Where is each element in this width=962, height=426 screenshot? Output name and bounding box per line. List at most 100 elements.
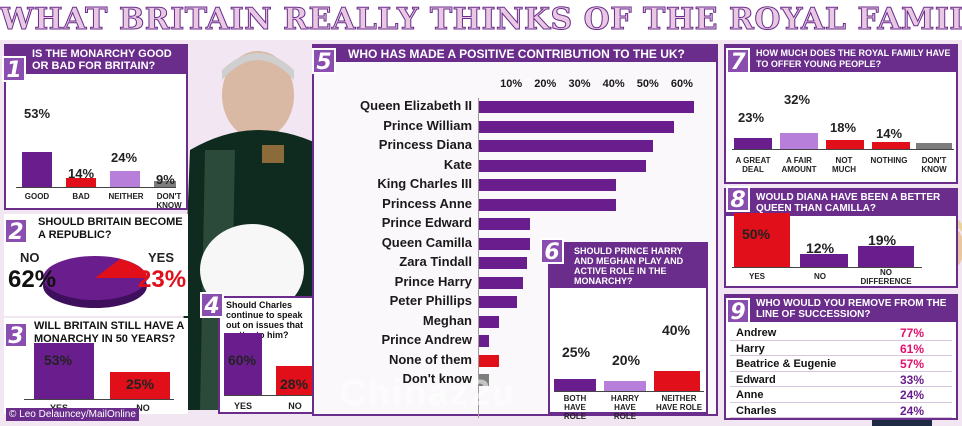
chart-3-plot (24, 342, 174, 400)
question-1-number: 1 (2, 56, 26, 83)
succession-pct: 77% (900, 326, 925, 340)
label-good-pct: 53% (24, 106, 51, 121)
bar-label-0: Queen Elizabeth II (360, 98, 472, 113)
succession-name: Charles (736, 404, 777, 417)
bar-label-14: Don't know (402, 371, 472, 386)
x-tick-2: 20% (534, 78, 557, 90)
chart-6-plot (554, 308, 704, 392)
question-2-title: SHOULD BRITAIN BECOME A REPUBLIC? (38, 216, 183, 241)
question-9-title: WHO WOULD YOU REMOVE FROM THE LINE OF SU… (726, 296, 956, 322)
watermark: Chinaz2u (340, 372, 517, 413)
bar-fair-amount (780, 133, 818, 149)
bar-label-4: King Charles III (377, 176, 472, 191)
question-4-number: 4 (200, 292, 224, 319)
label-no-pct: 62% (8, 266, 57, 293)
x-tick-5: 50% (636, 78, 659, 90)
chart-5-names: Queen Elizabeth II Prince William Princess… (312, 98, 472, 418)
panel-line-of-succession: WHO WOULD YOU REMOVE FROM THE LINE OF SU… (724, 294, 958, 420)
bar-bad (66, 177, 96, 187)
label-great-deal: A GREAT DEAL (735, 156, 771, 174)
succession-name: Edward (736, 373, 776, 386)
label-bad: BAD (72, 192, 90, 201)
contribution-bar-5 (479, 198, 616, 211)
label-neither6: NEITHER HAVE ROLE (655, 394, 703, 412)
contribution-bar-10 (479, 296, 517, 308)
label-yes-pct: 23% (138, 266, 187, 293)
bar-label-6: Prince Edward (381, 215, 472, 230)
main-title: WHAT BRITAIN REALLY THINKS OF THE ROYAL … (0, 0, 962, 40)
succession-name: Andrew (736, 327, 777, 339)
succession-row: Beatrice & Eugenie 57% (730, 357, 952, 372)
succession-pct: 57% (900, 357, 925, 371)
bar-great-deal (734, 137, 772, 149)
succession-name: Anne (736, 389, 764, 401)
bar-label-10: Peter Phillips (389, 293, 472, 308)
label-both: BOTH HAVE ROLE (563, 394, 587, 421)
succession-row: Anne 24% (730, 388, 952, 403)
label-no-difference-pct: 19% (868, 232, 897, 248)
label-not-much-pct: 18% (830, 120, 857, 135)
x-tick-3: 30% (568, 78, 591, 90)
label-neither-pct6: 40% (662, 322, 691, 338)
question-8-number: 8 (726, 186, 750, 213)
question-1-title: IS THE MONARCHY GOOD OR BAD FOR BRITAIN? (6, 46, 186, 74)
succession-row: Harry 61% (730, 341, 952, 356)
bar-label-5: Princess Anne (382, 195, 472, 211)
bar-label-12: Prince Andrew (381, 332, 472, 347)
chart-1-plot (16, 102, 176, 188)
question-7-number: 7 (726, 48, 750, 75)
label-fair-amount: A FAIR AMOUNT (781, 156, 817, 174)
panel-monarchy-50-years: WILL BRITAIN STILL HAVE A MONARCHY IN 50… (4, 318, 188, 414)
bar-yes-50 (34, 342, 94, 399)
bar-charles-yes (224, 332, 262, 395)
contribution-bar-1 (479, 120, 674, 133)
contribution-bar-9 (479, 276, 524, 289)
pie-slice-yes (95, 259, 147, 278)
panel-monarchy-good-bad: IS THE MONARCHY GOOD OR BAD FOR BRITAIN?… (4, 44, 188, 210)
panel-republic: SHOULD BRITAIN BECOME A REPUBLIC? NO 62%… (4, 214, 188, 316)
contribution-bar-12 (479, 335, 490, 347)
bar-label-13: None of them (388, 351, 472, 367)
label-neither-pct: 24% (111, 150, 138, 165)
label-diana-no: NO (814, 272, 826, 281)
panel-diana-camilla: WOULD DIANA HAVE BEEN A BETTER QUEEN THA… (724, 188, 958, 288)
bar-label-1: Prince William (383, 117, 472, 133)
bar-dont-know (154, 181, 176, 187)
contribution-bar-4 (479, 179, 616, 191)
bar-diana-yes (734, 212, 790, 267)
bar-label-11: Meghan (422, 312, 472, 328)
chart-7-plot (732, 86, 954, 150)
bar-label-7: Queen Camilla (381, 234, 472, 250)
label-no-50: NO (136, 403, 150, 413)
question-6-number: 6 (540, 238, 564, 265)
label-charles-no: NO (288, 401, 302, 411)
bar-not-much (826, 140, 864, 149)
label-yes-50-pct: 53% (44, 352, 73, 368)
label-charles-no-pct: 28% (280, 376, 309, 392)
chart-5-bars (478, 98, 700, 418)
bar-both-role (554, 378, 596, 391)
label-harry-pct: 20% (612, 352, 641, 368)
question-7-title: HOW MUCH DOES THE ROYAL FAMILY HAVE TO O… (726, 46, 956, 72)
succession-name: Harry (736, 342, 765, 355)
panel-harry-meghan-role: SHOULD PRINCE HARRY AND MEGHAN PLAY AND … (548, 242, 708, 421)
question-2-number: 2 (4, 218, 28, 245)
succession-table: Andrew 77% Harry 61% Beatrice & Eugenie 57% Ed… (730, 326, 952, 420)
label-no: NO (20, 250, 40, 265)
bar-harry-role (604, 381, 646, 391)
chart-5-ticks: 10% 20% 30% 40% 50% 60% (478, 78, 700, 94)
label-no-50-pct: 25% (126, 376, 155, 392)
succession-row: Charles 24% (730, 404, 952, 418)
contribution-bar-13 (479, 354, 500, 367)
contribution-bar-6 (479, 218, 531, 230)
bar-label-2: Princess Diana (378, 137, 472, 152)
question-9-number: 9 (726, 298, 750, 325)
succession-name: Beatrice & Eugenie (736, 358, 837, 370)
label-fair-amount-pct: 32% (784, 92, 811, 107)
succession-row: Andrew 77% (730, 326, 952, 341)
bar-charles-no (276, 365, 314, 395)
succession-pct: 33% (900, 372, 925, 387)
bar-label-9: Prince Harry (394, 273, 472, 289)
bar-label-3: Kate (443, 156, 472, 172)
succession-pct: 61% (900, 341, 925, 356)
